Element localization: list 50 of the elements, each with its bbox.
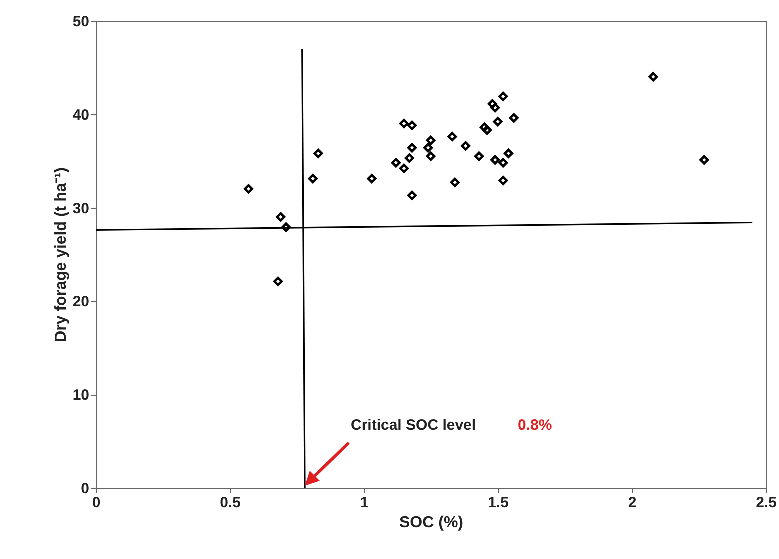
y-axis-title: Dry forage yield (t ha⁻¹) bbox=[52, 168, 70, 342]
point bbox=[314, 148, 324, 158]
point bbox=[509, 113, 519, 123]
point bbox=[408, 143, 417, 153]
annotation: Critical SOC level bbox=[351, 417, 476, 434]
point bbox=[399, 164, 409, 174]
point bbox=[244, 184, 254, 194]
annotation: 0.8% bbox=[518, 417, 552, 434]
y-tick-label: 20 bbox=[72, 294, 90, 311]
x-axis-title: SOC (%) bbox=[400, 514, 464, 532]
point bbox=[700, 155, 710, 165]
point bbox=[424, 143, 434, 153]
point bbox=[504, 148, 514, 158]
point bbox=[276, 212, 286, 222]
point bbox=[367, 174, 377, 184]
y-tick-label: 40 bbox=[72, 106, 90, 124]
point bbox=[408, 190, 417, 200]
point bbox=[490, 103, 500, 113]
point bbox=[480, 122, 490, 132]
point bbox=[461, 141, 471, 151]
y-tick-label: 30 bbox=[72, 200, 90, 218]
point bbox=[399, 119, 409, 128]
point bbox=[488, 99, 498, 109]
point bbox=[490, 155, 500, 165]
point bbox=[391, 158, 401, 168]
point bbox=[404, 154, 414, 164]
point bbox=[498, 176, 508, 186]
x-tick-label: 1 bbox=[360, 494, 369, 512]
y-tick-label: 50 bbox=[72, 14, 90, 30]
point bbox=[274, 276, 283, 286]
point bbox=[493, 117, 503, 127]
point bbox=[498, 92, 508, 102]
point bbox=[408, 120, 417, 130]
point bbox=[448, 132, 458, 142]
point bbox=[474, 152, 484, 162]
point bbox=[308, 174, 318, 184]
y-tick-label: 10 bbox=[72, 387, 90, 404]
x-tick-label: 0.5 bbox=[220, 494, 241, 512]
point bbox=[450, 178, 460, 188]
point bbox=[282, 222, 292, 232]
point bbox=[498, 158, 508, 168]
x-tick-label: 2.5 bbox=[756, 494, 777, 512]
point bbox=[482, 126, 492, 136]
point bbox=[426, 152, 436, 162]
y-tick-label: 0 bbox=[81, 480, 90, 498]
point bbox=[648, 72, 658, 82]
x-tick-label: 0 bbox=[92, 494, 101, 512]
x-tick-label: 1.5 bbox=[488, 494, 509, 512]
point bbox=[426, 136, 436, 146]
x-tick-label: 2 bbox=[628, 494, 637, 512]
